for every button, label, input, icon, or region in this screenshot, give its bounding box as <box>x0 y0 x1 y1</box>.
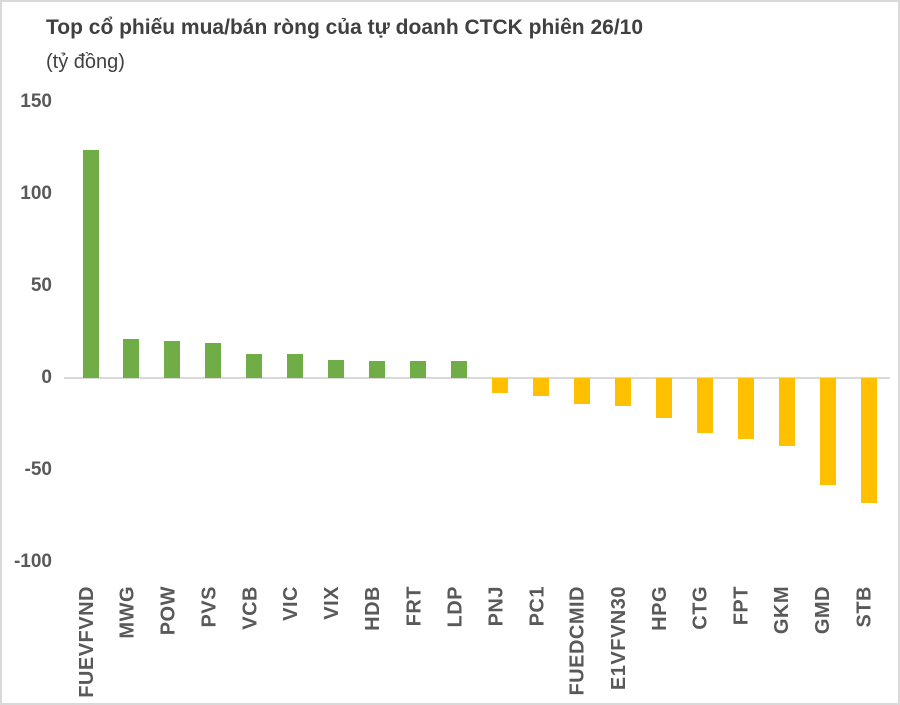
x-axis-label-ldp: LDP <box>444 586 467 628</box>
x-axis-label-frt: FRT <box>403 586 426 627</box>
x-axis-label-gmd: GMD <box>812 586 835 635</box>
x-axis-label-e1vfvn30: E1VFVN30 <box>607 586 630 691</box>
x-axis-label-hdb: HDB <box>362 586 385 631</box>
bar-hpg <box>655 378 672 419</box>
bar-ldp <box>451 361 468 378</box>
x-axis-label-pnj: PNJ <box>485 586 507 627</box>
bar-stb <box>860 378 877 504</box>
y-axis-tick-label: 50 <box>30 275 52 296</box>
bar-pow <box>164 341 181 378</box>
x-axis-label-fpt: FPT <box>730 586 753 626</box>
bar-gmd <box>819 378 836 485</box>
x-axis-label-fuedcmid: FUEDCMID <box>566 586 589 696</box>
bar-vix <box>328 359 345 378</box>
x-axis-label-vix: VIX <box>321 586 344 620</box>
x-axis-zero-line <box>64 377 890 379</box>
chart-title: Top cổ phiếu mua/bán ròng của tự doanh C… <box>46 16 644 39</box>
y-axis-tick-label: 150 <box>20 91 52 112</box>
y-axis-tick-label: -50 <box>24 459 52 480</box>
x-axis-label-vic: VIC <box>280 586 303 621</box>
x-axis-label-pvs: PVS <box>198 586 221 628</box>
bar-fpt <box>737 378 754 439</box>
bar-vcb <box>246 354 263 378</box>
x-axis-label-gkm: GKM <box>771 586 794 635</box>
x-axis-label-pow: POW <box>157 586 180 636</box>
bar-vic <box>287 354 304 378</box>
x-axis-label-hpg: HPG <box>648 586 671 631</box>
x-axis-label-stb: STB <box>853 586 876 628</box>
y-axis-tick-label: -100 <box>13 551 52 572</box>
x-axis-label-ctg: CTG <box>689 586 712 630</box>
bar-pnj <box>492 378 508 393</box>
bar-hdb <box>369 361 386 378</box>
bar-e1vfvn30 <box>614 378 631 406</box>
x-axis-label-fuevfvnd: FUEVFVND <box>75 586 98 698</box>
bar-ctg <box>696 378 713 434</box>
y-axis-tick-label: 100 <box>20 183 52 204</box>
y-axis-tick-label: 0 <box>41 367 52 388</box>
bar-pc1 <box>532 378 549 397</box>
x-axis-label-mwg: MWG <box>116 586 139 639</box>
chart-unit-label: (tỷ đồng) <box>46 51 125 73</box>
bar-frt <box>410 361 427 378</box>
x-axis-label-pc1: PC1 <box>525 586 548 627</box>
x-axis-label-vcb: VCB <box>239 586 262 630</box>
bar-fuedcmid <box>573 378 590 404</box>
bar-pvs <box>205 343 222 378</box>
bar-fuevfvnd <box>82 149 99 378</box>
bar-mwg <box>123 339 140 378</box>
bar-gkm <box>778 378 795 447</box>
